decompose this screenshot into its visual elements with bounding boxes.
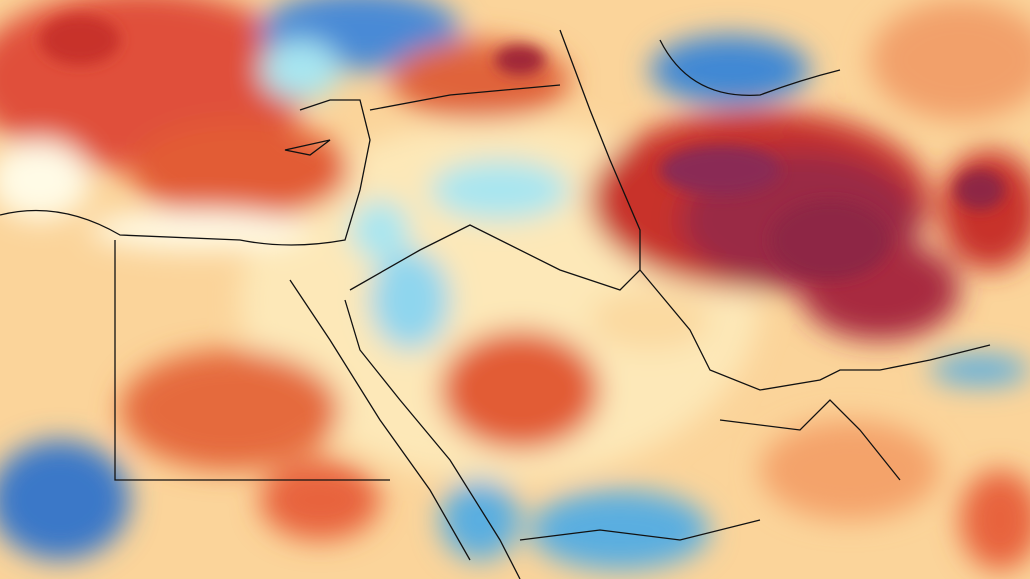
border-iraq-saudi bbox=[349, 224, 641, 291]
extreme-anomaly-patches bbox=[40, 15, 1005, 280]
border-saudi-yemen bbox=[519, 519, 761, 541]
borders-and-coastlines bbox=[0, 29, 991, 579]
border-egypt-libya bbox=[114, 240, 390, 481]
coastline-persian-gulf bbox=[639, 269, 991, 481]
coastline-red-sea bbox=[289, 279, 521, 579]
border-cyprus bbox=[284, 139, 331, 156]
border-iran-iraq bbox=[559, 29, 641, 270]
border-caspian bbox=[659, 39, 841, 97]
coastline-mediterranean bbox=[0, 99, 371, 246]
border-turkey-syria bbox=[369, 84, 561, 111]
